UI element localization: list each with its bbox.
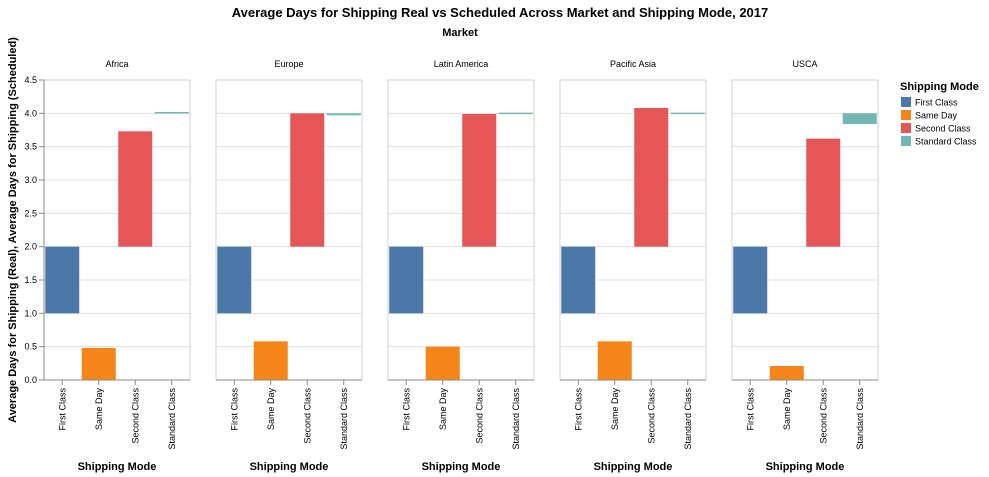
legend-label-standard-class: Standard Class: [915, 137, 977, 147]
bar-africa-standard-class: [154, 112, 189, 114]
facet-pacific-asia: Pacific Asia First Class Same Day Second Cl…: [559, 59, 707, 473]
x-tick-label: Same Day: [266, 388, 276, 431]
bar-europe-first-class: [217, 246, 252, 314]
bar-usca-standard-class: [842, 113, 877, 124]
legend-label-second-class: Second Class: [915, 124, 971, 134]
x-tick-label: First Class: [745, 388, 755, 431]
facet-label: Africa: [105, 59, 128, 69]
bar-pacific-asia-standard-class: [670, 112, 705, 115]
panel-frame: [731, 79, 879, 381]
y-tick-label: 3.0: [24, 175, 37, 185]
x-tick-label: First Class: [229, 388, 239, 431]
facet-label: Europe: [274, 59, 303, 69]
legend-swatch-same-day: [901, 110, 911, 120]
bar-africa-same-day: [81, 348, 116, 380]
x-tick-label: First Class: [573, 388, 583, 431]
x-tick-label: Same Day: [94, 388, 104, 431]
bar-latin-america-second-class: [462, 114, 497, 247]
x-tick-label: Second Class: [302, 388, 312, 444]
panel-frame: [387, 79, 535, 381]
facets-layer: Africa First Class Same Day Second Class Sta…: [24, 59, 879, 473]
bar-latin-america-same-day: [425, 346, 460, 380]
y-tick-label: 0.5: [24, 342, 37, 352]
legend-swatch-first-class: [901, 97, 911, 107]
y-tick-label: 2.5: [24, 208, 37, 218]
x-axis-title: Shipping Mode: [766, 461, 845, 473]
facet-label: USCA: [792, 59, 817, 69]
facet-usca: USCA First Class Same Day Second Class Stand…: [731, 59, 879, 473]
panel-frame: [43, 79, 191, 381]
legend-swatch-second-class: [901, 123, 911, 133]
facet-latin-america: Latin America First Class Same Day Second C…: [387, 59, 535, 473]
bar-europe-same-day: [253, 341, 288, 380]
facet-label: Pacific Asia: [610, 59, 656, 69]
x-tick-label: Second Class: [818, 388, 828, 444]
x-tick-label: Standard Class: [855, 388, 865, 450]
y-tick-label: 3.5: [24, 142, 37, 152]
y-tick-label: 4.5: [24, 75, 37, 85]
legend-title: Shipping Mode: [900, 81, 979, 93]
x-tick-label: Same Day: [438, 388, 448, 431]
bar-pacific-asia-same-day: [597, 341, 632, 380]
bar-latin-america-standard-class: [498, 112, 533, 115]
bar-pacific-asia-second-class: [634, 108, 669, 247]
chart-title: Average Days for Shipping Real vs Schedu…: [232, 5, 769, 20]
x-tick-label: Same Day: [610, 388, 620, 431]
x-tick-label: Second Class: [130, 388, 140, 444]
legend-label-same-day: Same Day: [915, 111, 958, 121]
legend-swatch-standard-class: [901, 136, 911, 146]
x-tick-label: Second Class: [646, 388, 656, 444]
legend: Shipping Mode First Class Same Day Second …: [900, 81, 979, 147]
legend-label-first-class: First Class: [915, 98, 958, 108]
x-tick-label: Same Day: [782, 388, 792, 431]
y-tick-label: 1.0: [24, 308, 37, 318]
x-axis-title: Shipping Mode: [250, 461, 329, 473]
panel-frame: [215, 79, 363, 381]
y-tick-label: 0.0: [24, 375, 37, 385]
x-tick-label: Second Class: [474, 388, 484, 444]
bar-usca-first-class: [733, 246, 768, 314]
facet-africa: Africa First Class Same Day Second Class Sta…: [24, 59, 191, 473]
bar-europe-standard-class: [326, 113, 361, 116]
x-tick-label: Standard Class: [339, 388, 349, 450]
facet-label: Latin America: [434, 59, 489, 69]
bar-pacific-asia-first-class: [561, 246, 596, 314]
y-tick-label: 4.0: [24, 108, 37, 118]
bar-africa-second-class: [118, 131, 153, 247]
facet-europe: Europe First Class Same Day Second Class Sta…: [215, 59, 363, 473]
panel-frame: [559, 79, 707, 381]
bar-latin-america-first-class: [389, 246, 424, 314]
y-tick-label: 1.5: [24, 275, 37, 285]
bar-africa-first-class: [45, 246, 80, 314]
x-tick-label: Standard Class: [683, 388, 693, 450]
bar-usca-second-class: [806, 138, 841, 247]
y-tick-label: 2.0: [24, 242, 37, 252]
column-header: Market: [442, 27, 478, 39]
x-tick-label: First Class: [401, 388, 411, 431]
bar-usca-same-day: [769, 366, 804, 380]
x-axis-title: Shipping Mode: [594, 461, 673, 473]
x-axis-title: Shipping Mode: [422, 461, 501, 473]
y-axis-title: Average Days for Shipping (Real), Averag…: [7, 37, 19, 423]
x-tick-label: First Class: [57, 388, 67, 431]
x-tick-label: Standard Class: [511, 388, 521, 450]
bar-europe-second-class: [290, 113, 325, 247]
x-tick-label: Standard Class: [167, 388, 177, 450]
x-axis-title: Shipping Mode: [78, 461, 157, 473]
